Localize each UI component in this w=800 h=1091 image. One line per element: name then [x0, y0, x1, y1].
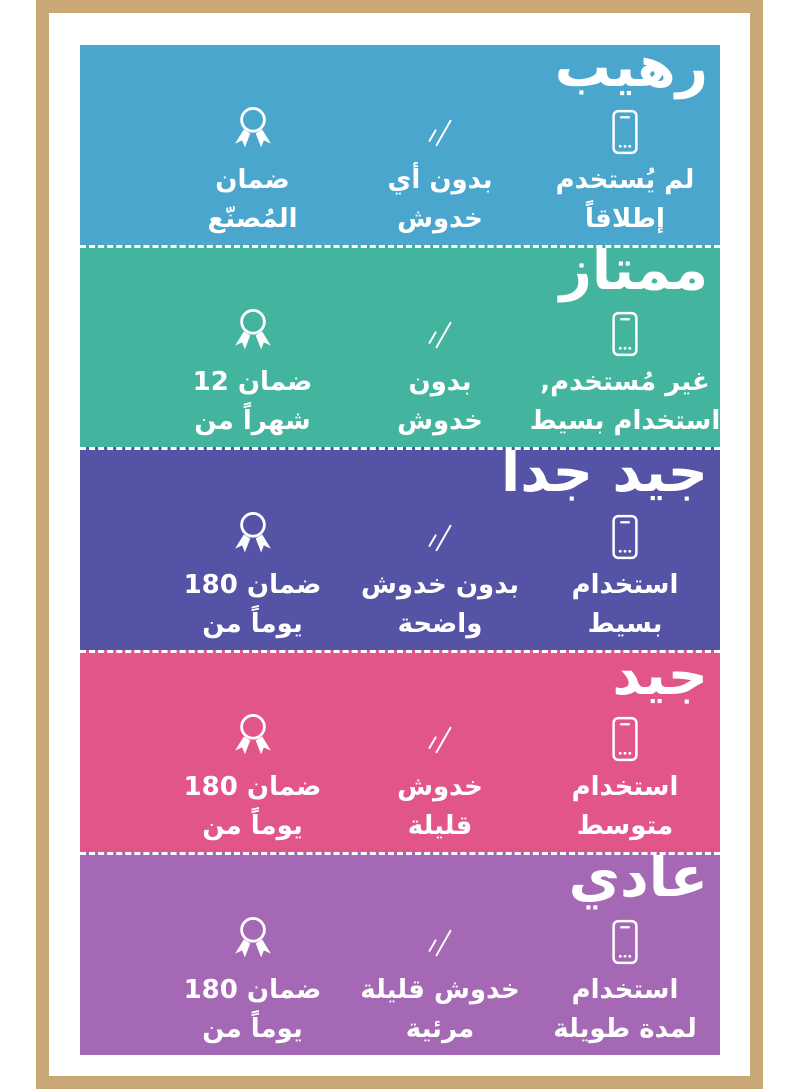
- medal-icon: [227, 913, 279, 965]
- warranty-column: ضمان 180 يوماً من: [155, 508, 350, 644]
- warranty-label: ضمان 180 يوماً من: [183, 772, 322, 842]
- grade-columns: استخدام لمدة طويلة خدوش قليلة مرئية ضم: [80, 913, 720, 1049]
- grade-title: رهيب: [554, 45, 708, 100]
- warranty-column: ضمان 12 شهراً من: [155, 305, 350, 441]
- scratches-label: بدون خدوش: [397, 367, 483, 437]
- warranty-label: ضمان 12 شهراً من: [192, 367, 313, 437]
- usage-column: استخدام متوسط: [530, 710, 720, 846]
- phone-icon: [606, 913, 644, 965]
- grade-section-mumtaz: ممتاز غير مُستخدم, استخدام بسيط بدون خدو…: [80, 244, 720, 448]
- usage-label: غير مُستخدم, استخدام بسيط: [529, 367, 720, 437]
- medal-icon: [227, 305, 279, 357]
- grade-section-jayyid: جيد استخدام متوسط خدوش قليلة: [80, 649, 720, 853]
- usage-column: استخدام بسيط: [530, 508, 720, 644]
- scratches-column: خدوش قليلة: [350, 710, 530, 846]
- warranty-label: ضمان 180 يوماً من: [183, 974, 322, 1044]
- phone-icon: [606, 710, 644, 762]
- scratches-column: بدون أي خدوش: [350, 103, 530, 239]
- usage-column: استخدام لمدة طويلة: [530, 913, 720, 1049]
- warranty-label: ضمان المُصنّع: [207, 164, 298, 234]
- usage-label: استخدام بسيط: [571, 569, 679, 639]
- phone-icon: [606, 103, 644, 155]
- phone-condition-infographic: رهيب لم يُستخدم إطلاقاً بدون أي خدوش: [80, 45, 720, 1055]
- medal-icon: [227, 103, 279, 155]
- scratches-icon: [419, 305, 461, 357]
- warranty-column: ضمان المُصنّع: [155, 103, 350, 239]
- medal-icon: [227, 710, 279, 762]
- scratches-icon: [419, 913, 461, 965]
- warranty-label: ضمان 180 يوماً من: [183, 569, 322, 639]
- grade-columns: استخدام بسيط بدون خدوش واضحة ضمان 180: [80, 508, 720, 644]
- grade-title: عادي: [568, 852, 708, 911]
- warranty-column: ضمان 180 يوماً من: [155, 913, 350, 1049]
- medal-icon: [227, 508, 279, 560]
- usage-column: غير مُستخدم, استخدام بسيط: [530, 305, 720, 441]
- scratches-label: خدوش قليلة: [397, 772, 483, 842]
- usage-column: لم يُستخدم إطلاقاً: [530, 103, 720, 239]
- grade-title: جيد: [612, 649, 708, 708]
- grade-columns: لم يُستخدم إطلاقاً بدون أي خدوش ضمان: [80, 103, 720, 239]
- scratches-label: بدون خدوش واضحة: [361, 569, 519, 639]
- grade-columns: استخدام متوسط خدوش قليلة ضمان 180: [80, 710, 720, 846]
- grade-columns: غير مُستخدم, استخدام بسيط بدون خدوش ضم: [80, 305, 720, 441]
- usage-label: لم يُستخدم إطلاقاً: [555, 164, 695, 234]
- scratches-label: بدون أي خدوش: [387, 164, 493, 234]
- scratches-column: بدون خدوش واضحة: [350, 508, 530, 644]
- scratches-icon: [419, 103, 461, 155]
- scratches-column: خدوش قليلة مرئية: [350, 913, 530, 1049]
- usage-label: استخدام لمدة طويلة: [553, 974, 697, 1044]
- scratches-icon: [419, 508, 461, 560]
- usage-label: استخدام متوسط: [571, 772, 679, 842]
- warranty-column: ضمان 180 يوماً من: [155, 710, 350, 846]
- gold-frame-border: [36, 0, 763, 1089]
- scratches-icon: [419, 710, 461, 762]
- grade-section-aadi: عادي استخدام لمدة طويلة خدوش قليلة مرئية: [80, 852, 720, 1055]
- grade-title: جيد جداً: [501, 447, 708, 506]
- grade-title: ممتاز: [559, 244, 708, 303]
- grade-section-jayyid-jiddan: جيد جداً استخدام بسيط بدون خدوش واضحة: [80, 447, 720, 650]
- scratches-column: بدون خدوش: [350, 305, 530, 441]
- grade-section-raheeb: رهيب لم يُستخدم إطلاقاً بدون أي خدوش: [80, 45, 720, 245]
- phone-icon: [606, 508, 644, 560]
- scratches-label: خدوش قليلة مرئية: [360, 974, 520, 1044]
- phone-icon: [606, 305, 644, 357]
